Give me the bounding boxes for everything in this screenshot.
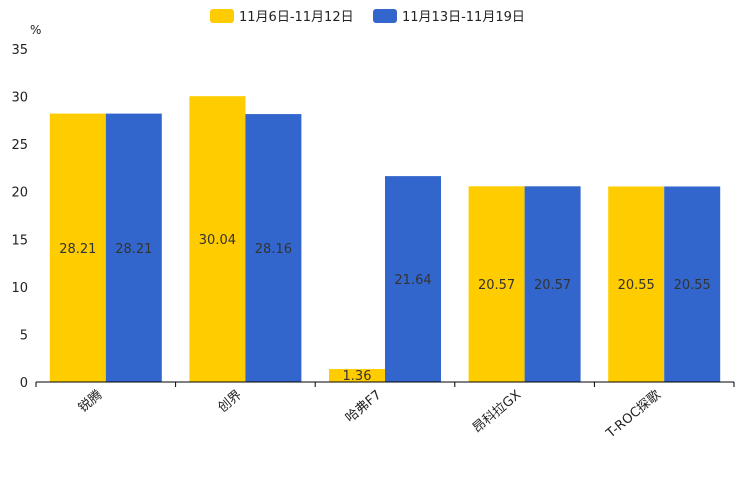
data-label: 1.36 (343, 369, 372, 384)
y-axis-unit: % (30, 23, 41, 37)
bar-series-1 (49, 113, 106, 383)
y-tick-label: 30 (11, 91, 28, 106)
x-tick-label: 锐腾 (75, 387, 105, 416)
x-axis: 锐腾 创界 哈弗F7 昂科拉GX T-ROC探歌 (35, 382, 735, 442)
legend: 11月6日-11月12日 11月13日-11月19日 (210, 9, 525, 25)
legend-swatch-series-1 (210, 9, 234, 23)
x-tick-label: 昂科拉GX (470, 388, 524, 437)
y-tick-label: 0 (20, 376, 28, 391)
data-label: 20.57 (478, 278, 515, 293)
x-tick-label: 创界 (215, 388, 245, 416)
y-axis: 0 5 10 15 20 25 30 35 (11, 43, 28, 391)
y-tick-label: 5 (20, 328, 28, 343)
bar-series-2 (385, 176, 441, 382)
legend-label-series-1: 11月6日-11月12日 (239, 10, 354, 25)
data-label: 28.21 (115, 242, 152, 257)
value-labels: 28.21 28.21 30.04 28.16 1.36 21.64 20.57 20.57 2… (59, 233, 711, 384)
bar-series-2 (524, 186, 581, 382)
bar-series-2 (105, 113, 162, 383)
x-tick-label: 哈弗F7 (343, 388, 385, 426)
bar-series-2 (664, 186, 721, 382)
data-label: 20.55 (674, 278, 711, 293)
data-label: 30.04 (199, 233, 236, 248)
y-tick-label: 20 (11, 186, 28, 201)
y-tick-label: 25 (11, 138, 28, 153)
bar-series-1 (608, 186, 665, 382)
legend-label-series-2: 11月13日-11月19日 (402, 10, 525, 25)
bar-series-1 (468, 186, 525, 382)
y-tick-label: 15 (11, 233, 28, 248)
bar-series-1 (189, 96, 246, 382)
y-tick-label: 10 (11, 281, 28, 296)
data-label: 28.21 (59, 242, 96, 257)
data-label: 21.64 (394, 273, 431, 288)
data-label: 28.16 (255, 242, 292, 257)
bar-series-1 (329, 369, 385, 382)
data-label: 20.55 (618, 278, 655, 293)
bars (49, 96, 721, 383)
legend-swatch-series-2 (373, 9, 397, 23)
data-label: 20.57 (534, 278, 571, 293)
bar-series-2 (245, 114, 302, 383)
y-tick-label: 35 (11, 43, 28, 58)
x-tick-label: T-ROC探歌 (603, 388, 664, 442)
